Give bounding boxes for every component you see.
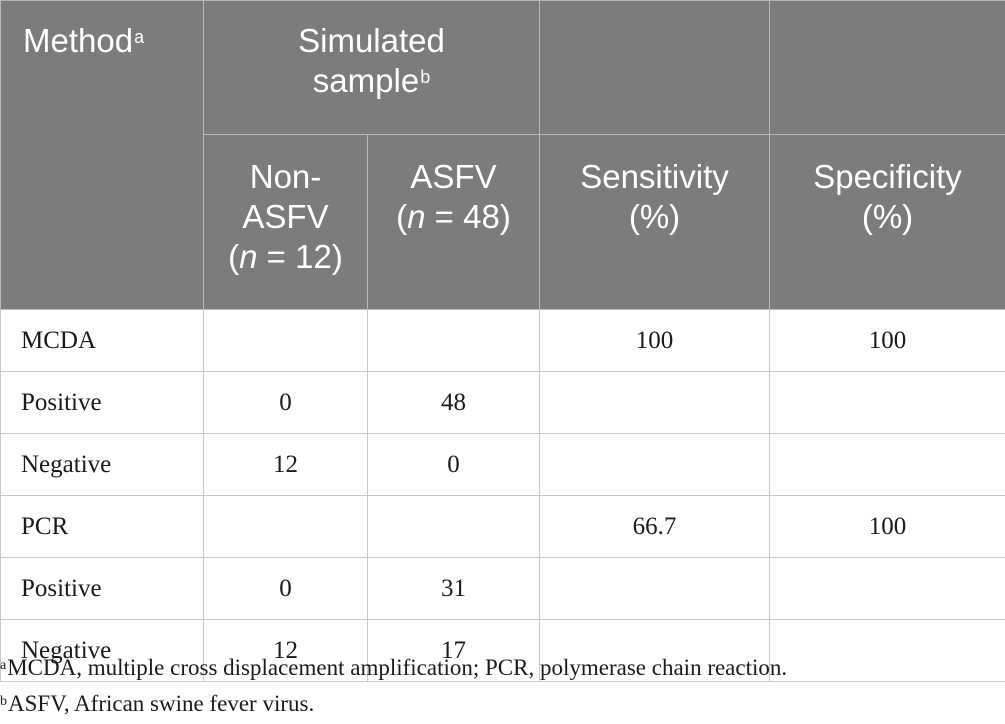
cell-sensitivity: 66.7: [539, 495, 770, 558]
header-asfv: ASFV (n = 48): [367, 134, 540, 310]
cell-sensitivity: [539, 557, 770, 620]
header-non-asfv: Non- ASFV (n = 12): [203, 134, 368, 310]
cell-asfv: 48: [367, 371, 540, 434]
table-header: Methoda Simulated sampleb Non- ASFV (n = 12…: [0, 0, 1005, 310]
cell-non-asfv: 0: [203, 371, 368, 434]
cell-non-asfv: [203, 309, 368, 372]
cell-asfv: 17: [367, 619, 540, 682]
cell-specificity: [769, 619, 1005, 682]
cell-sensitivity: 100: [539, 309, 770, 372]
cell-non-asfv: [203, 495, 368, 558]
header-sensitivity: Sensitivity (%): [539, 134, 770, 310]
cell-non-asfv: 0: [203, 557, 368, 620]
header-empty-specificity: [769, 0, 1005, 135]
cell-asfv: [367, 495, 540, 558]
footnotes: aMCDA, multiple cross displacement ampli…: [0, 650, 787, 722]
cell-asfv: 0: [367, 433, 540, 496]
row-label: PCR: [0, 495, 204, 558]
cell-non-asfv: 12: [203, 433, 368, 496]
footnote-a: aMCDA, multiple cross displacement ampli…: [0, 655, 788, 680]
table-row: Positive 0 48: [0, 371, 1005, 434]
cell-specificity: [769, 433, 1005, 496]
header-row-2: Non- ASFV (n = 12) ASFV (n = 48) Sensitivit…: [1, 134, 1005, 310]
cell-specificity: [769, 371, 1005, 434]
cell-sensitivity: [539, 619, 770, 682]
cell-non-asfv: 12: [203, 619, 368, 682]
footnote-b: bASFV, African swine fever virus.: [0, 691, 315, 716]
table-row: Negative 12 0: [0, 433, 1005, 496]
table-row: MCDA 100 100: [0, 309, 1005, 372]
header-empty-sensitivity: [539, 0, 770, 135]
row-label: MCDA: [0, 309, 204, 372]
cell-asfv: 31: [367, 557, 540, 620]
cell-sensitivity: [539, 433, 770, 496]
table-row: PCR 66.7 100: [0, 495, 1005, 558]
header-method: Methoda: [0, 0, 204, 310]
header-row-1: Methoda Simulated sampleb: [0, 0, 1005, 310]
row-label: Negative: [0, 619, 204, 682]
cell-specificity: [769, 557, 1005, 620]
results-table: Methoda Simulated sampleb Non- ASFV (n = 12…: [0, 0, 1005, 682]
table-body: MCDA 100 100 Positive 0 48 Negative 12 0…: [0, 309, 1005, 682]
cell-sensitivity: [539, 371, 770, 434]
cell-asfv: [367, 309, 540, 372]
row-label: Positive: [0, 557, 204, 620]
header-simulated-sample: Simulated sampleb: [203, 0, 540, 135]
row-label: Positive: [0, 371, 204, 434]
row-label: Negative: [0, 433, 204, 496]
cell-specificity: 100: [769, 495, 1005, 558]
table-row: Negative 12 17: [0, 619, 1005, 682]
header-specificity: Specificity (%): [769, 134, 1005, 310]
table-row: Positive 0 31: [0, 557, 1005, 620]
cell-specificity: 100: [769, 309, 1005, 372]
